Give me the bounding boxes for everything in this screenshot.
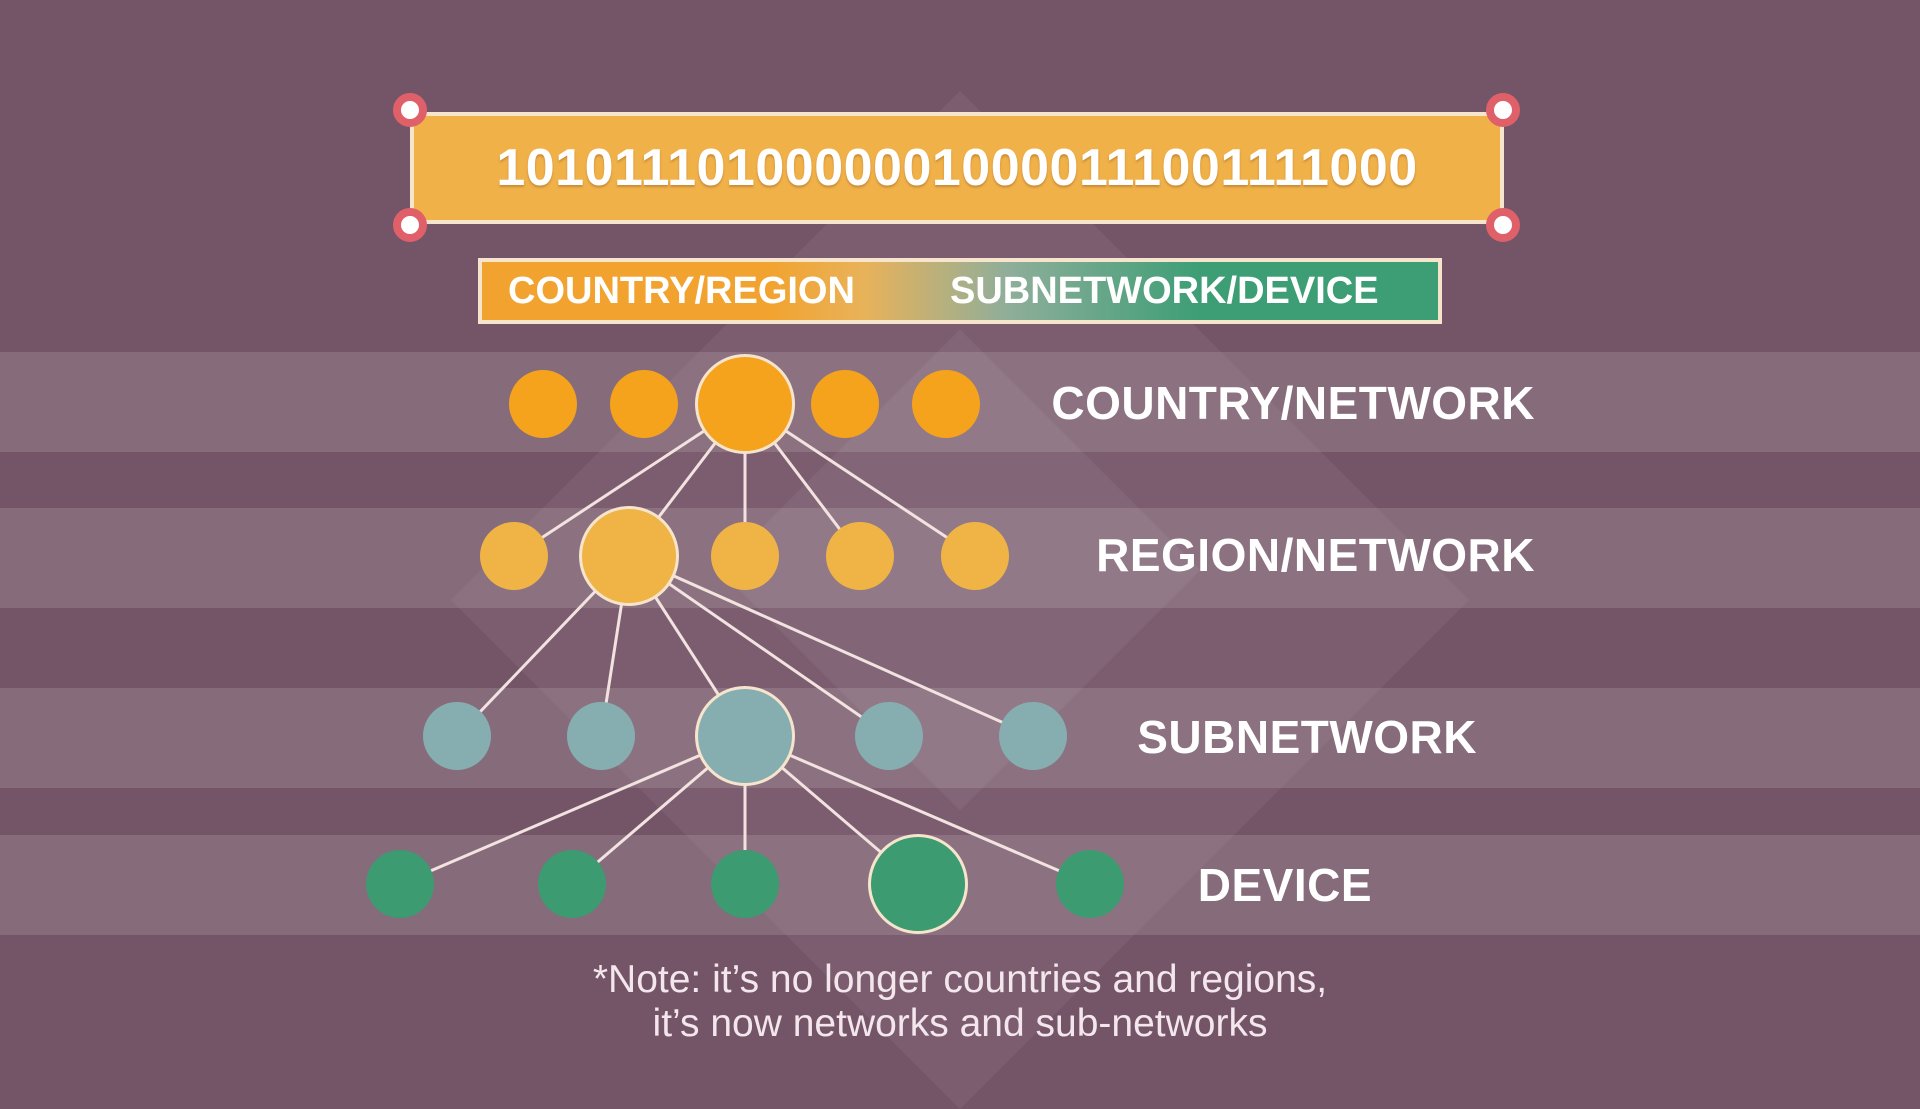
footnote-line-1: *Note: it’s no longer countries and regi… (592, 958, 1328, 1001)
level-label-country-network: COUNTRY/NETWORK (1051, 377, 1535, 429)
binary-address-text: 10101110100000010000111001111000 (496, 139, 1418, 197)
legend-label-country-region: COUNTRY/REGION (508, 270, 855, 312)
bar-handle-bottom-right[interactable] (1486, 208, 1520, 242)
country-node (509, 370, 577, 438)
country-node (811, 370, 879, 438)
level-label-subnetwork: SUBNETWORK (1137, 711, 1477, 763)
region-node (941, 522, 1009, 590)
country-node (912, 370, 980, 438)
footnote-line-2: it’s now networks and sub-networks (652, 1002, 1268, 1045)
connector-line (627, 554, 1035, 738)
device-node (1056, 850, 1124, 918)
region-node (480, 522, 548, 590)
connector-line (743, 734, 1092, 886)
address-split-legend: COUNTRY/REGION SUBNETWORK/DEVICE (478, 258, 1442, 324)
level-label-region-network: REGION/NETWORK (1096, 529, 1535, 581)
legend-label-subnetwork-device: SUBNETWORK/DEVICE (950, 270, 1379, 312)
subnetwork-node (423, 702, 491, 770)
device-node (711, 850, 779, 918)
subnetwork-node (567, 702, 635, 770)
connector-line (627, 554, 891, 738)
subnetwork-node (999, 702, 1067, 770)
bar-handle-bottom-left[interactable] (393, 208, 427, 242)
country-node (610, 370, 678, 438)
connector-line (398, 734, 747, 886)
level-label-device: DEVICE (1197, 859, 1372, 911)
binary-address-bar: 10101110100000010000111001111000 (410, 112, 1504, 224)
subnetwork-node-highlighted (695, 686, 795, 786)
subnetwork-node (855, 702, 923, 770)
region-node-highlighted (579, 506, 679, 606)
device-node-highlighted (868, 834, 968, 934)
region-node (826, 522, 894, 590)
footnote: *Note: it’s no longer countries and regi… (0, 958, 1920, 1046)
country-node-highlighted (695, 354, 795, 454)
bar-handle-top-left[interactable] (393, 93, 427, 127)
device-node (366, 850, 434, 918)
device-node (538, 850, 606, 918)
region-node (711, 522, 779, 590)
bar-handle-top-right[interactable] (1486, 93, 1520, 127)
